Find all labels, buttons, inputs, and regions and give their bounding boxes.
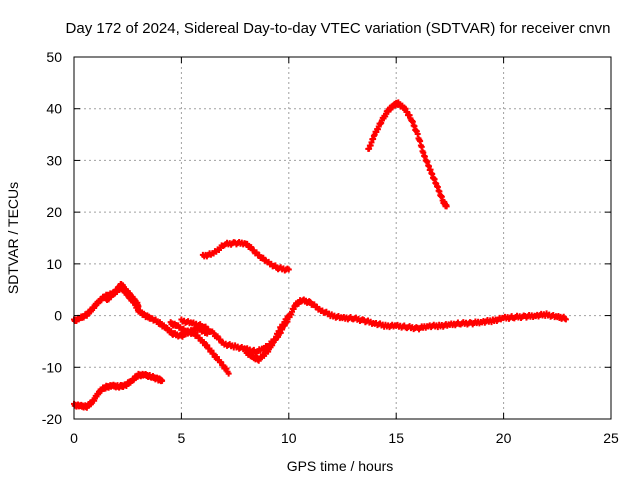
x-tick-label: 0 bbox=[70, 430, 78, 446]
y-tick-label: -20 bbox=[42, 411, 62, 427]
series-main-trace-low-branch bbox=[167, 319, 232, 377]
x-tick-label: 25 bbox=[603, 430, 619, 446]
x-tick-label: 15 bbox=[388, 430, 404, 446]
data-point bbox=[285, 312, 292, 319]
data-point bbox=[135, 303, 142, 310]
y-axis-label: SDTVAR / TECUs bbox=[5, 182, 21, 294]
grid-lines bbox=[74, 57, 611, 419]
data-point bbox=[204, 342, 211, 349]
data-point bbox=[248, 244, 255, 251]
data-point bbox=[244, 240, 251, 247]
chart-title: Day 172 of 2024, Sidereal Day-to-day VTE… bbox=[66, 20, 611, 37]
data-point bbox=[214, 333, 221, 340]
y-tick-label: 10 bbox=[46, 256, 62, 272]
x-tick-label: 5 bbox=[178, 430, 186, 446]
data-point bbox=[225, 370, 232, 377]
y-tick-label: 0 bbox=[54, 308, 62, 324]
y-tick-label: -10 bbox=[42, 359, 62, 375]
series-main-trace-mid bbox=[178, 296, 569, 356]
series-early-low-trace bbox=[71, 370, 166, 411]
plot-frame bbox=[73, 56, 612, 420]
axis-ticks: 0 5 10 15 20 25 -20 -10 0 10 20 30 40 50 bbox=[42, 49, 619, 446]
data-point bbox=[208, 347, 215, 354]
y-tick-label: 20 bbox=[46, 204, 62, 220]
data-series bbox=[71, 99, 569, 411]
data-point bbox=[210, 330, 217, 337]
series-main-trace-dip bbox=[242, 312, 292, 364]
y-tick-label: 30 bbox=[46, 152, 62, 168]
series-late-afternoon-arc bbox=[365, 99, 450, 210]
series-main-trace-early-upper bbox=[103, 280, 142, 310]
data-point bbox=[443, 203, 450, 210]
y-tick-label: 40 bbox=[46, 101, 62, 117]
data-point bbox=[220, 362, 227, 369]
data-point bbox=[218, 359, 225, 366]
x-axis-label: GPS time / hours bbox=[287, 458, 394, 474]
series-midday-hump bbox=[199, 238, 292, 274]
data-point bbox=[213, 354, 220, 361]
data-point bbox=[159, 377, 166, 384]
x-tick-label: 10 bbox=[281, 430, 297, 446]
data-point bbox=[210, 350, 217, 357]
data-point bbox=[200, 339, 207, 346]
x-tick-label: 20 bbox=[496, 430, 512, 446]
data-point bbox=[223, 365, 230, 372]
y-tick-label: 50 bbox=[46, 49, 62, 65]
data-point bbox=[285, 266, 292, 273]
data-point bbox=[217, 336, 224, 343]
data-point bbox=[562, 316, 569, 323]
